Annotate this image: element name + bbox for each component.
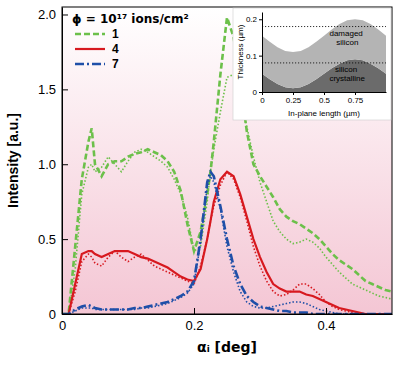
legend-swatch bbox=[75, 33, 105, 36]
tick-label: 1.0 bbox=[38, 157, 56, 172]
tick-mark bbox=[326, 308, 327, 314]
figure: 0 0.2 0.4 0 0.5 1.0 1.5 2.0 αᵢ [deg] Intensity [a… bbox=[0, 0, 397, 368]
tick-mark bbox=[62, 164, 68, 165]
inset-background bbox=[233, 8, 391, 120]
fit-line bbox=[62, 172, 392, 314]
tick-label: 0 bbox=[49, 307, 56, 322]
tick-mark bbox=[62, 14, 68, 15]
x-axis-title: αᵢ [deg] bbox=[197, 339, 257, 355]
inset-series-label-line: silicon bbox=[336, 38, 358, 47]
inset-x-axis: 0 0.25 0.5 0.75 bbox=[260, 92, 386, 105]
x-axis: 0 0.2 0.4 bbox=[59, 308, 393, 333]
area bbox=[262, 19, 386, 88]
tick: 0.4 bbox=[317, 308, 335, 333]
fit-line bbox=[62, 74, 392, 314]
legend-swatch bbox=[75, 63, 105, 66]
plot-area bbox=[62, 17, 392, 314]
legend-label: 7 bbox=[112, 57, 119, 71]
inset-series-label-line: damaged bbox=[329, 29, 365, 38]
inset-series-label: damaged silicon bbox=[329, 29, 365, 47]
tick: 2.0 bbox=[38, 7, 68, 22]
y-axis-title: Intensity [a.u.] bbox=[5, 113, 21, 208]
tick-mark bbox=[355, 92, 356, 95]
tick-mark bbox=[293, 92, 294, 95]
tick: 0 bbox=[253, 88, 262, 97]
inset-series-label-line: crystalline bbox=[329, 74, 365, 83]
inset-x-axis-title: In-plane length (µm) bbox=[288, 109, 360, 118]
inset-series-label-line: silicon bbox=[335, 65, 359, 74]
tick-mark bbox=[259, 92, 262, 93]
tick: 1.0 bbox=[38, 157, 68, 172]
tick-mark bbox=[259, 56, 262, 57]
tick-label: 0.2 bbox=[185, 318, 203, 333]
legend-swatch bbox=[75, 48, 105, 50]
tick: 0.5 bbox=[38, 232, 68, 247]
tick-label: 0 bbox=[260, 96, 265, 105]
plot-background bbox=[62, 7, 392, 314]
tick-label: 0.1 bbox=[246, 52, 258, 61]
tick-mark bbox=[62, 239, 68, 240]
fit-line bbox=[62, 176, 392, 314]
tick-label: 0.5 bbox=[319, 96, 331, 105]
tick-label: 0.2 bbox=[246, 15, 258, 24]
tick-label: 0.25 bbox=[286, 96, 302, 105]
data-line bbox=[62, 172, 392, 314]
tick-label: 0 bbox=[253, 88, 258, 97]
reference-line bbox=[262, 62, 386, 63]
inset-plot-area bbox=[262, 19, 386, 92]
inset-series-label: silicon crystalline bbox=[329, 65, 365, 83]
tick-mark bbox=[259, 19, 262, 20]
tick: 0.25 bbox=[286, 92, 302, 105]
inset-y-axis: 0 0.1 0.2 bbox=[246, 13, 263, 98]
axis-line bbox=[262, 13, 263, 93]
tick-label: 0 bbox=[59, 318, 66, 333]
legend-title: ϕ = 10¹⁷ ions/cm² bbox=[72, 12, 189, 26]
tick: 0.2 bbox=[246, 15, 262, 24]
tick-mark bbox=[324, 92, 325, 95]
data-line bbox=[62, 17, 392, 314]
tick: 0.5 bbox=[319, 92, 331, 105]
tick-label: 1.5 bbox=[38, 82, 56, 97]
tick-label: 0.5 bbox=[38, 232, 56, 247]
legend-label: 1 bbox=[112, 27, 119, 41]
legend: ϕ = 10¹⁷ ions/cm²147 bbox=[72, 12, 189, 71]
legend-label: 4 bbox=[112, 42, 119, 56]
data-line bbox=[62, 172, 392, 314]
tick: 0.1 bbox=[246, 52, 262, 61]
inset-y-axis-title: Thickness (µm) bbox=[236, 24, 245, 79]
reference-line bbox=[262, 26, 386, 27]
tick-mark bbox=[62, 89, 68, 90]
tick-label: 2.0 bbox=[38, 7, 56, 22]
tick: 1.5 bbox=[38, 82, 68, 97]
plot-frame bbox=[62, 7, 392, 314]
tick-label: 0.75 bbox=[348, 96, 364, 105]
tick: 0 bbox=[260, 92, 265, 105]
tick: 0.75 bbox=[348, 92, 364, 105]
tick-mark bbox=[194, 308, 195, 314]
tick: 0.2 bbox=[185, 308, 203, 333]
y-axis: 0 0.5 1.0 1.5 2.0 bbox=[38, 7, 68, 322]
tick-label: 0.4 bbox=[317, 318, 335, 333]
